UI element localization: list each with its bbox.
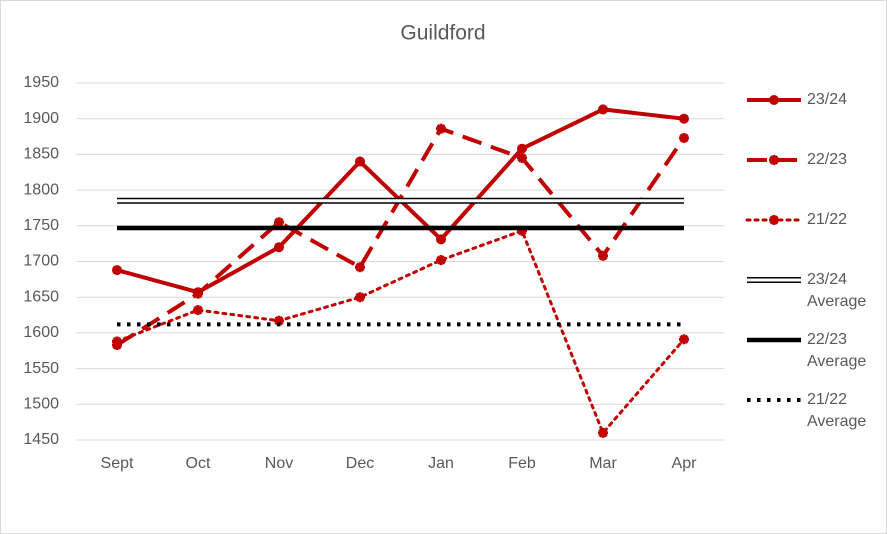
legend-swatch [747, 277, 801, 283]
legend-item: 21/22 Average [743, 389, 883, 449]
point [355, 292, 365, 303]
chart-title: Guildford [400, 22, 485, 45]
y-tick-label: 1650 [23, 288, 59, 305]
y-tick-label: 1850 [23, 146, 59, 163]
y-tick-label: 1450 [23, 431, 59, 448]
x-tick-label: Sept [101, 455, 134, 472]
point [679, 334, 689, 345]
point [355, 262, 365, 273]
legend-marker [769, 155, 779, 165]
point-stroke [112, 336, 122, 347]
legend-item: 23/24 [743, 89, 883, 149]
point [517, 152, 527, 163]
point-stroke [436, 255, 446, 265]
point [193, 305, 203, 316]
y-tick-label: 1500 [23, 396, 59, 413]
legend-item: 21/22 [743, 209, 883, 269]
legend-marker [769, 215, 779, 225]
legend-label: 22/23 Average [807, 331, 867, 370]
x-tick-label: Nov [265, 455, 293, 472]
legend-label: 22/23 [807, 151, 848, 168]
legend-label: 21/22 [807, 211, 848, 228]
point-stroke [274, 316, 284, 326]
point-stroke [355, 262, 365, 272]
legend-item: 22/23 [743, 149, 883, 209]
point [436, 255, 446, 266]
y-tick-label: 1950 [23, 74, 59, 91]
y-tick-label: 1600 [23, 324, 59, 341]
y-tick-label: 1800 [23, 181, 59, 198]
point [274, 242, 284, 253]
point-stroke [598, 251, 608, 261]
legend-swatch [745, 215, 803, 225]
point-stroke [193, 289, 203, 299]
x-tick-label: Feb [508, 455, 536, 472]
point-stroke [517, 153, 527, 163]
point-stroke [355, 292, 365, 302]
point [193, 288, 203, 299]
point-stroke [598, 428, 608, 438]
y-tick-label: 1900 [23, 110, 59, 127]
point [436, 123, 446, 134]
point [436, 234, 446, 245]
point [598, 427, 608, 438]
legend: 23/24 22/23 21/22 23/24 Average 22/23 Averag… [743, 89, 883, 449]
point [598, 250, 608, 261]
legend-swatch [747, 337, 801, 343]
point [598, 104, 608, 115]
point [679, 132, 689, 143]
y-tick-label: 1750 [23, 217, 59, 234]
legend-marker-stroke [769, 155, 779, 165]
x-tick-label: Dec [346, 455, 374, 472]
point [112, 336, 122, 347]
x-tick-label: Apr [672, 455, 698, 472]
point-stroke [193, 305, 203, 315]
point-stroke [679, 133, 689, 143]
point [274, 217, 284, 228]
point [679, 113, 689, 124]
x-tick-label: Jan [428, 455, 454, 472]
legend-marker [769, 95, 779, 105]
legend-swatch [747, 155, 801, 165]
point-stroke [274, 217, 284, 227]
legend-item: 23/24 Average [743, 269, 883, 329]
legend-item: 22/23 Average [743, 329, 883, 389]
point [112, 265, 122, 276]
point-stroke [436, 124, 446, 134]
x-tick-label: Mar [589, 455, 617, 472]
legend-label: 23/24 Average [807, 271, 867, 310]
point [355, 156, 365, 167]
x-tick-label: Oct [186, 455, 211, 472]
legend-swatch [747, 95, 801, 105]
point [517, 143, 527, 154]
legend-label: 23/24 [807, 91, 848, 108]
legend-swatch [747, 398, 801, 402]
legend-marker-stroke [769, 215, 779, 225]
legend-label: 21/22 Average [807, 391, 867, 430]
series-line [115, 229, 686, 435]
y-tick-label: 1550 [23, 360, 59, 377]
y-tick-label: 1700 [23, 253, 59, 270]
point-stroke [679, 334, 689, 344]
